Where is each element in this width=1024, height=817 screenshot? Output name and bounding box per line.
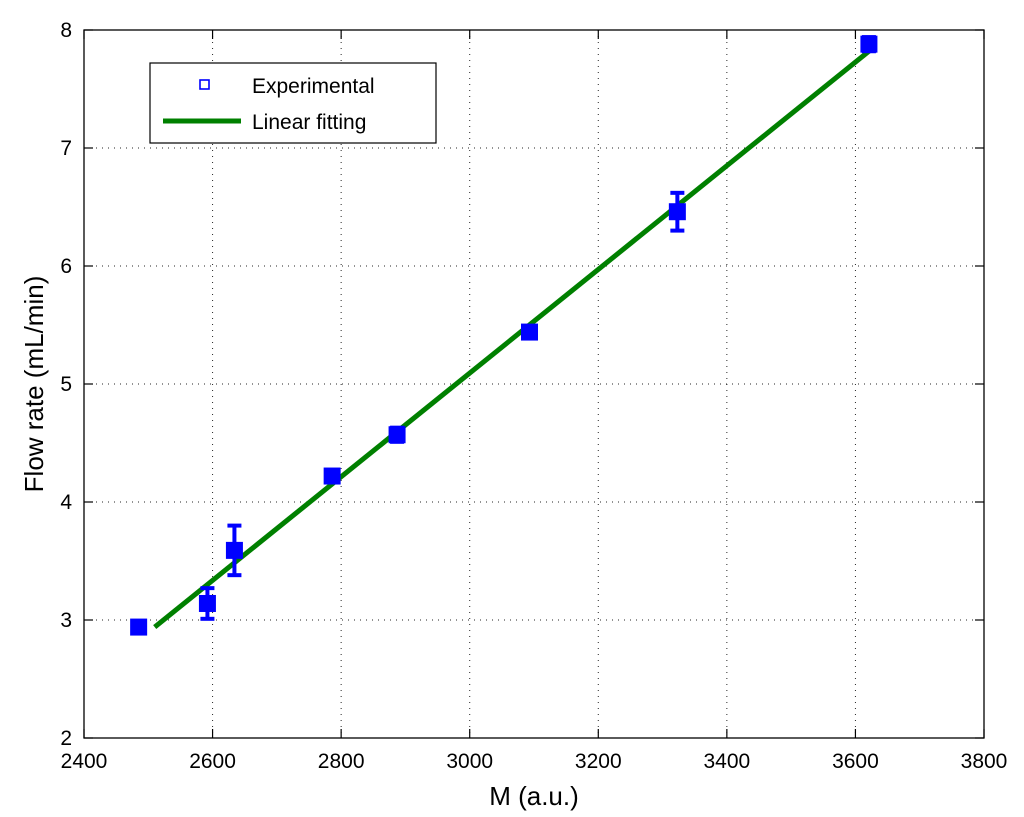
experimental-marker	[198, 594, 216, 612]
x-tick-label: 2400	[61, 750, 108, 773]
x-tick-label: 3400	[703, 750, 750, 773]
y-tick-label: 3	[60, 609, 72, 632]
x-tick-label: 2800	[318, 750, 365, 773]
grid-lines	[84, 30, 984, 738]
x-tick-label: 3200	[575, 750, 622, 773]
y-tick-label: 7	[60, 137, 72, 160]
experimental-marker	[860, 35, 878, 53]
data-point	[130, 618, 148, 636]
experimental-marker	[388, 426, 406, 444]
x-tick-label: 3800	[961, 750, 1008, 773]
data-point	[225, 523, 243, 578]
y-tick-label: 6	[60, 255, 72, 278]
legend: Experimental Linear fitting	[149, 62, 437, 144]
data-point	[388, 425, 406, 444]
legend-label-experimental: Experimental	[252, 75, 375, 98]
y-tick-label: 2	[60, 727, 72, 750]
x-axis-label: M (a.u.)	[489, 781, 579, 811]
data-points-layer	[130, 35, 878, 636]
experimental-marker	[323, 467, 341, 485]
experimental-marker	[521, 323, 538, 341]
data-point	[521, 323, 538, 341]
x-tick-label: 2600	[189, 750, 236, 773]
data-point	[323, 467, 341, 485]
data-point	[860, 35, 878, 54]
experimental-marker	[225, 541, 243, 559]
experimental-marker	[130, 618, 148, 636]
legend-label-linear-fitting: Linear fitting	[252, 111, 366, 134]
axis-ticks: 2400 2600 2800 3000 3200 3400 3600 3800 2 3 4 5 6 7 8	[60, 19, 1007, 773]
x-tick-label: 3000	[446, 750, 493, 773]
y-axis-label: Flow rate (mL/min)	[19, 276, 49, 493]
y-tick-label: 5	[60, 373, 72, 396]
linear-fit-line	[153, 44, 877, 630]
data-point	[668, 190, 686, 233]
data-point	[198, 586, 216, 621]
legend-box	[149, 62, 437, 144]
legend-marker-experimental	[199, 79, 210, 90]
experimental-marker	[668, 203, 686, 221]
y-tick-label: 8	[60, 19, 72, 42]
y-tick-label: 4	[60, 491, 72, 514]
fit-line-layer	[153, 44, 877, 630]
x-tick-label: 3600	[832, 750, 879, 773]
